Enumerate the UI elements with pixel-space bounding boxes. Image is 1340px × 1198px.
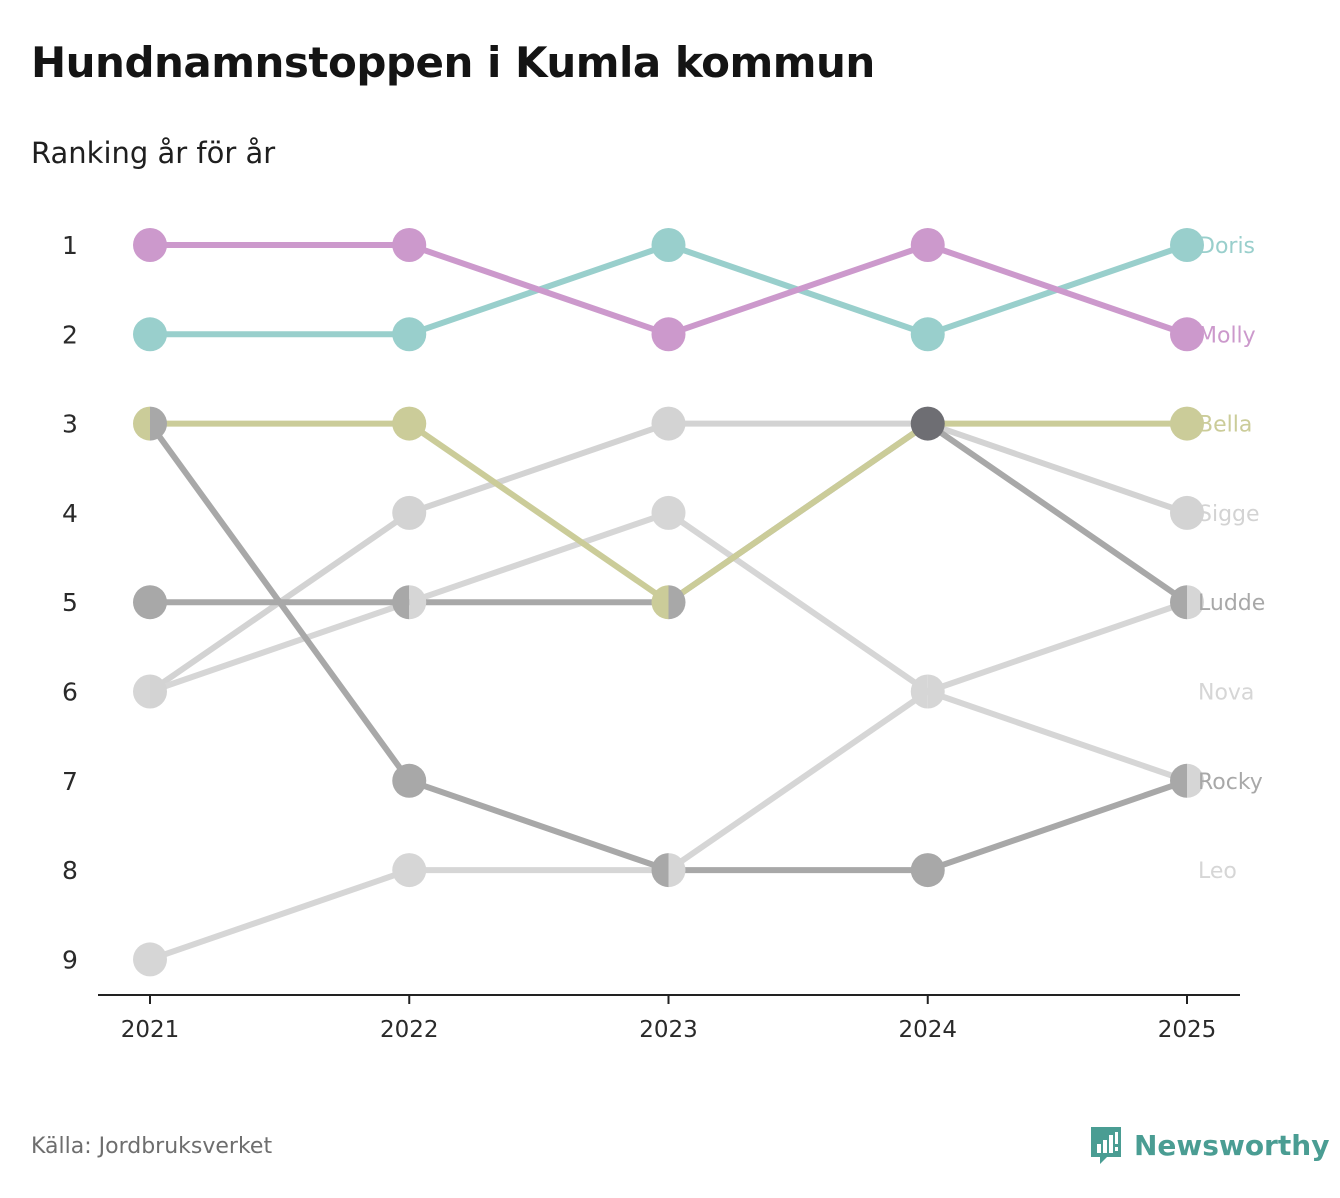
x-tick-label: 2024: [898, 1017, 957, 1043]
point-rocky: [133, 585, 167, 620]
series-labels: Sigge Nova Leo Ludde Rocky Bella Doris Molly: [1198, 234, 1265, 884]
series-line-leo: [147, 599, 1190, 963]
point-ludde: [910, 853, 945, 888]
bump-chart: 2021 2022 2023 2024 2025 1 2 3 4 5 6 7 8 9 Sigge Nova…: [62, 228, 1265, 1043]
point-sigge: [1170, 495, 1204, 530]
point-bella: [133, 406, 150, 441]
series-line-nova: [147, 509, 1190, 784]
series-label-molly: Molly: [1198, 323, 1256, 348]
point-doris: [392, 317, 427, 352]
point-nova: [409, 585, 427, 620]
y-axis-ticks: 1 2 3 4 5 6 7 8 9: [62, 231, 78, 974]
x-tick-label: 2021: [121, 1017, 180, 1043]
point-rocky: [392, 585, 410, 620]
point-nova: [133, 674, 150, 709]
x-axis: 2021 2022 2023 2024 2025: [98, 994, 1240, 1043]
point-leo: [392, 853, 427, 888]
point-leo: [668, 853, 686, 888]
series-line-sigge: [147, 420, 1190, 695]
point-ludde: [392, 763, 427, 798]
series-label-rocky: Rocky: [1198, 770, 1263, 795]
point-doris: [133, 317, 167, 352]
point-sigge: [150, 674, 167, 709]
point-overlap: [910, 406, 945, 441]
point-molly: [133, 228, 167, 262]
x-tick-label: 2023: [639, 1017, 698, 1043]
point-doris: [1170, 228, 1204, 262]
point-leo: [1187, 585, 1204, 620]
point-sigge: [651, 406, 686, 441]
point-doris: [910, 317, 945, 352]
point-leo: [133, 942, 167, 977]
point-doris: [651, 228, 686, 262]
point-rocky: [1170, 585, 1187, 620]
point-ludde: [1170, 763, 1187, 798]
point-ludde: [150, 406, 167, 441]
y-tick-label: 5: [62, 588, 78, 617]
series-points: [133, 228, 1204, 977]
point-bella: [392, 406, 427, 441]
series-label-sigge: Sigge: [1198, 502, 1260, 527]
y-tick-label: 7: [62, 767, 78, 796]
chart-title: Hundnamnstoppen i Kumla kommun: [31, 38, 875, 87]
point-leo: [910, 674, 928, 709]
series-label-bella: Bella: [1198, 413, 1252, 438]
point-sigge: [392, 495, 427, 530]
y-tick-label: 1: [62, 231, 78, 260]
point-nova: [651, 495, 686, 530]
point-molly: [651, 317, 686, 352]
point-bella: [1170, 406, 1204, 441]
x-tick-label: 2022: [380, 1017, 439, 1043]
newsworthy-icon: [1091, 1127, 1121, 1164]
y-tick-label: 9: [62, 945, 78, 974]
series-line-ludde: [147, 420, 1190, 874]
y-tick-label: 2: [62, 320, 78, 349]
series-label-leo: Leo: [1198, 859, 1237, 884]
x-tick-label: 2025: [1158, 1017, 1217, 1043]
y-tick-label: 8: [62, 856, 78, 885]
y-tick-label: 4: [62, 499, 78, 528]
point-ludde: [651, 853, 669, 888]
series-label-ludde: Ludde: [1198, 591, 1265, 616]
chart-subtitle: Ranking år för år: [31, 136, 276, 170]
point-bella: [651, 585, 669, 620]
point-rocky: [668, 585, 686, 620]
point-nova: [1187, 763, 1204, 798]
series-label-nova: Nova: [1198, 681, 1254, 706]
series-label-doris: Doris: [1198, 234, 1255, 259]
point-molly: [910, 228, 945, 262]
point-molly: [1170, 317, 1204, 352]
brand-name: Newsworthy: [1134, 1128, 1330, 1162]
y-tick-label: 3: [62, 410, 78, 439]
brand-logo: Newsworthy: [1088, 1124, 1329, 1166]
source-note: Källa: Jordbruksverket: [31, 1134, 273, 1159]
point-molly: [392, 228, 427, 262]
point-nova: [927, 674, 945, 709]
y-tick-label: 6: [62, 678, 78, 707]
